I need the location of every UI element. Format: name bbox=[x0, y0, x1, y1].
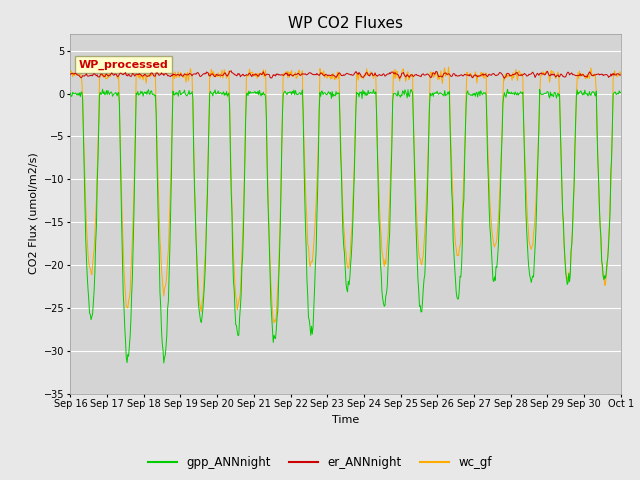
Text: WP_processed: WP_processed bbox=[79, 60, 168, 70]
X-axis label: Time: Time bbox=[332, 415, 359, 425]
Title: WP CO2 Fluxes: WP CO2 Fluxes bbox=[288, 16, 403, 31]
Y-axis label: CO2 Flux (umol/m2/s): CO2 Flux (umol/m2/s) bbox=[29, 153, 38, 275]
Legend: gpp_ANNnight, er_ANNnight, wc_gf: gpp_ANNnight, er_ANNnight, wc_gf bbox=[143, 452, 497, 474]
